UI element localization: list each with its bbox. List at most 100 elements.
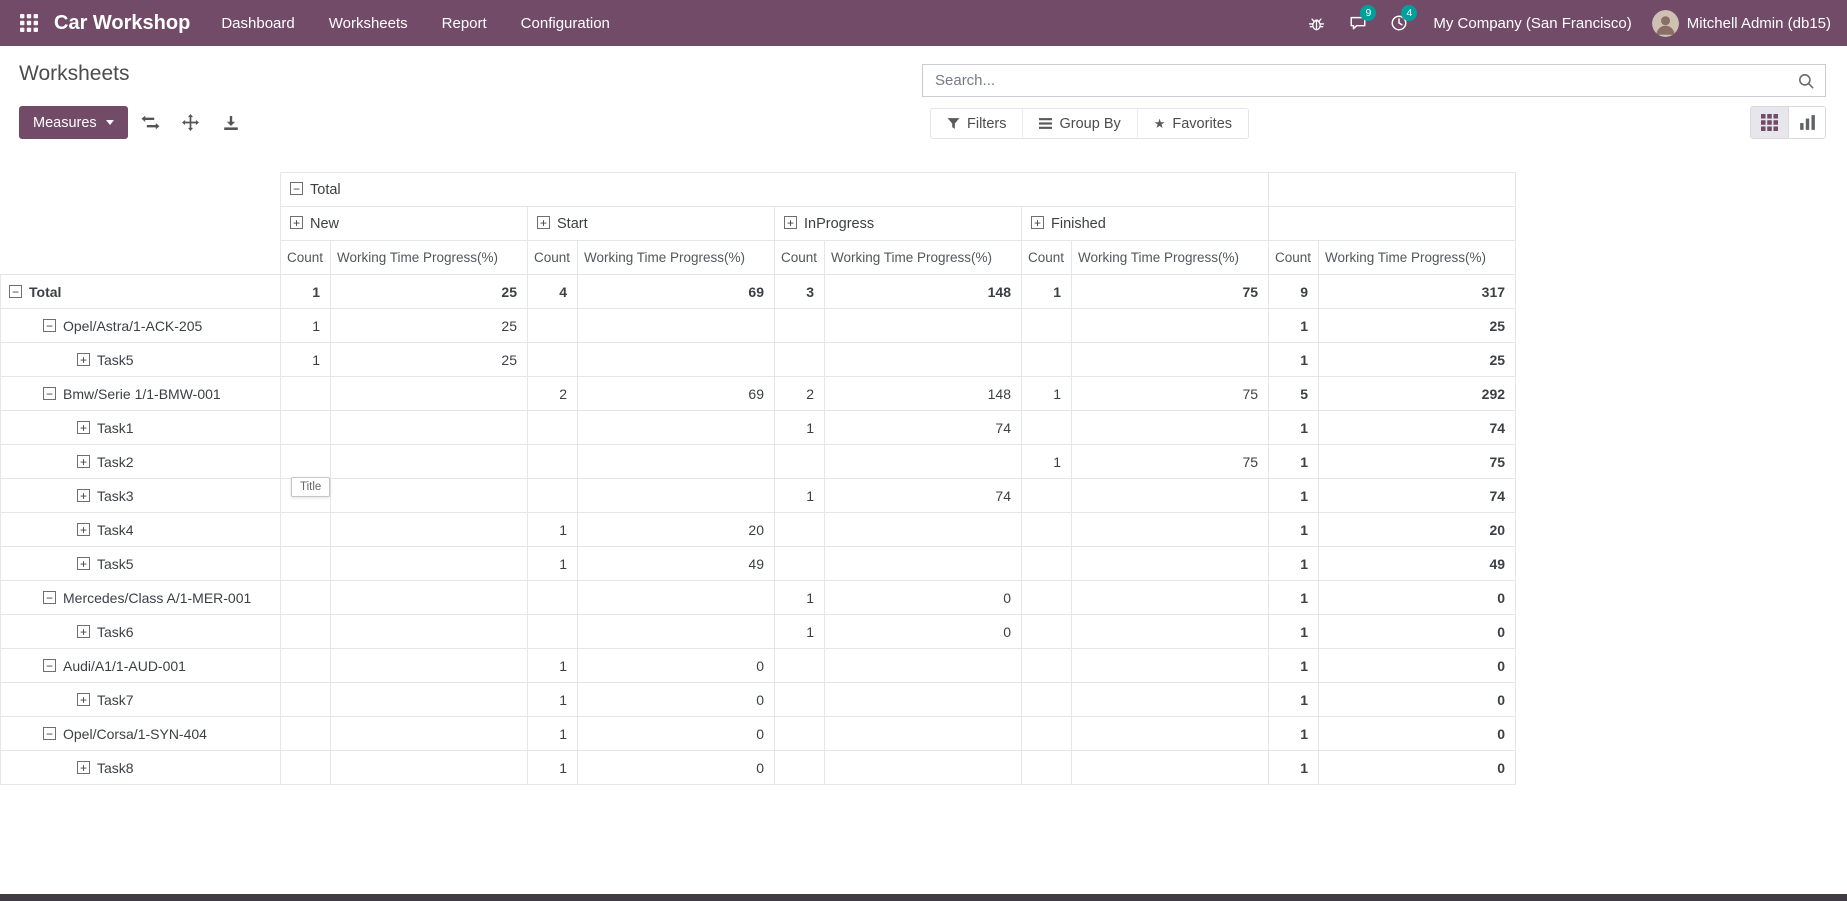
measure-header-working-time-progress[interactable]: Working Time Progress(%)	[1319, 241, 1516, 275]
debug-button[interactable]	[1298, 4, 1335, 42]
pivot-cell	[1022, 343, 1072, 377]
expand-icon: +	[290, 216, 303, 229]
pivot-cell	[1072, 615, 1269, 649]
pivot-row-task4: +Task4120120	[1, 513, 1516, 547]
pivot-cell	[775, 309, 825, 343]
avatar	[1652, 10, 1679, 37]
row-header-task7[interactable]: +Task7	[1, 683, 281, 717]
pivot-table: −Total+New+Start+InProgress+FinishedCoun…	[0, 172, 1516, 785]
pivot-cell	[1022, 479, 1072, 513]
user-menu[interactable]: Mitchell Admin (db15)	[1652, 10, 1831, 37]
pivot-cell: 1	[775, 411, 825, 445]
pivot-col-total-header[interactable]: −Total	[281, 173, 1269, 207]
row-header-total[interactable]: −Total	[1, 275, 281, 309]
pivot-cell	[1072, 411, 1269, 445]
pivot-cell	[775, 649, 825, 683]
pivot-cell	[331, 547, 528, 581]
search-input[interactable]	[923, 65, 1787, 96]
row-header-task5[interactable]: +Task5	[1, 343, 281, 377]
group-by-button[interactable]: Group By	[1022, 109, 1136, 138]
pivot-cell	[331, 411, 528, 445]
favorites-label: Favorites	[1172, 116, 1232, 132]
favorites-button[interactable]: ★ Favorites	[1137, 109, 1248, 138]
row-header-task2[interactable]: +Task2	[1, 445, 281, 479]
flip-axis-button[interactable]	[134, 106, 168, 139]
pivot-cell: 2	[775, 377, 825, 411]
pivot-row-task6: +Task61010	[1, 615, 1516, 649]
measures-button[interactable]: Measures	[19, 106, 128, 139]
nav-item-configuration[interactable]: Configuration	[504, 0, 627, 46]
row-header-task1[interactable]: +Task1	[1, 411, 281, 445]
apps-grid-icon	[19, 13, 39, 33]
row-label: Opel/Corsa/1-SYN-404	[63, 726, 207, 742]
group-label: Finished	[1051, 216, 1106, 232]
measure-header-count[interactable]: Count	[1269, 241, 1319, 275]
row-header-task4[interactable]: +Task4	[1, 513, 281, 547]
collapse-icon: −	[290, 182, 303, 195]
pivot-cell: 20	[1319, 513, 1516, 547]
bug-icon	[1308, 15, 1325, 32]
pivot-grand-total-spacer	[1269, 207, 1516, 241]
row-label: Task3	[97, 488, 134, 504]
pivot-group-header-finished[interactable]: +Finished	[1022, 207, 1269, 241]
measure-header-count[interactable]: Count	[1022, 241, 1072, 275]
pivot-cell	[528, 309, 578, 343]
row-header-task8[interactable]: +Task8	[1, 751, 281, 785]
pivot-cell	[1022, 615, 1072, 649]
measure-header-count[interactable]: Count	[528, 241, 578, 275]
row-header-audi-a1-1-aud-001[interactable]: −Audi/A1/1-AUD-001	[1, 649, 281, 683]
nav-item-worksheets[interactable]: Worksheets	[312, 0, 425, 46]
download-button[interactable]	[214, 106, 248, 139]
apps-menu-button[interactable]	[12, 6, 46, 40]
pivot-view-button[interactable]	[1751, 107, 1788, 138]
nav-item-dashboard[interactable]: Dashboard	[204, 0, 311, 46]
row-header-opel-astra-1-ack-205[interactable]: −Opel/Astra/1-ACK-205	[1, 309, 281, 343]
expand-icon: +	[77, 557, 90, 570]
company-switcher[interactable]: My Company (San Francisco)	[1433, 15, 1631, 32]
pivot-cell	[281, 717, 331, 751]
pivot-cell: 292	[1319, 377, 1516, 411]
row-header-mercedes-class-a-1-mer-001[interactable]: −Mercedes/Class A/1-MER-001	[1, 581, 281, 615]
measure-header-working-time-progress[interactable]: Working Time Progress(%)	[825, 241, 1022, 275]
row-header-bmw-serie-1-1-bmw-001[interactable]: −Bmw/Serie 1/1-BMW-001	[1, 377, 281, 411]
row-label: Audi/A1/1-AUD-001	[63, 658, 186, 674]
expand-icon: +	[77, 761, 90, 774]
pivot-cell: 0	[1319, 751, 1516, 785]
measure-header-working-time-progress[interactable]: Working Time Progress(%)	[1072, 241, 1269, 275]
expand-all-button[interactable]	[174, 106, 208, 139]
filters-button[interactable]: Filters	[931, 109, 1022, 138]
download-icon	[223, 115, 239, 131]
pivot-row-opel-corsa-1-syn-404: −Opel/Corsa/1-SYN-4041010	[1, 717, 1516, 751]
expand-icon: +	[77, 523, 90, 536]
pivot-group-header-inprogress[interactable]: +InProgress	[775, 207, 1022, 241]
pivot-cell	[281, 411, 331, 445]
measure-header-count[interactable]: Count	[775, 241, 825, 275]
row-header-task6[interactable]: +Task6	[1, 615, 281, 649]
measure-header-working-time-progress[interactable]: Working Time Progress(%)	[578, 241, 775, 275]
messages-button[interactable]: 9	[1339, 4, 1376, 42]
row-label: Task2	[97, 454, 134, 470]
row-header-task3[interactable]: +Task3	[1, 479, 281, 513]
expand-icon: +	[77, 693, 90, 706]
group-label: InProgress	[804, 216, 874, 232]
pivot-cell	[1072, 309, 1269, 343]
activities-button[interactable]: 4	[1380, 4, 1417, 42]
measure-header-count[interactable]: Count	[281, 241, 331, 275]
pivot-group-header-new[interactable]: + New	[281, 207, 528, 241]
nav-menu: DashboardWorksheetsReportConfiguration	[204, 0, 627, 46]
pivot-cell: 1	[281, 343, 331, 377]
measure-header-working-time-progress[interactable]: Working Time Progress(%)	[331, 241, 528, 275]
pivot-toolbar: Measures	[19, 106, 248, 139]
pivot-cell	[331, 751, 528, 785]
tooltip: Title	[291, 477, 330, 497]
pivot-cell: 148	[825, 377, 1022, 411]
row-header-task5[interactable]: +Task5	[1, 547, 281, 581]
pivot-cell	[578, 309, 775, 343]
search-button[interactable]	[1787, 65, 1825, 96]
nav-item-report[interactable]: Report	[425, 0, 504, 46]
pivot-cell	[1022, 717, 1072, 751]
row-header-opel-corsa-1-syn-404[interactable]: −Opel/Corsa/1-SYN-404	[1, 717, 281, 751]
graph-view-button[interactable]	[1788, 107, 1825, 138]
group-label: New	[310, 216, 339, 232]
pivot-group-header-start[interactable]: +Start	[528, 207, 775, 241]
